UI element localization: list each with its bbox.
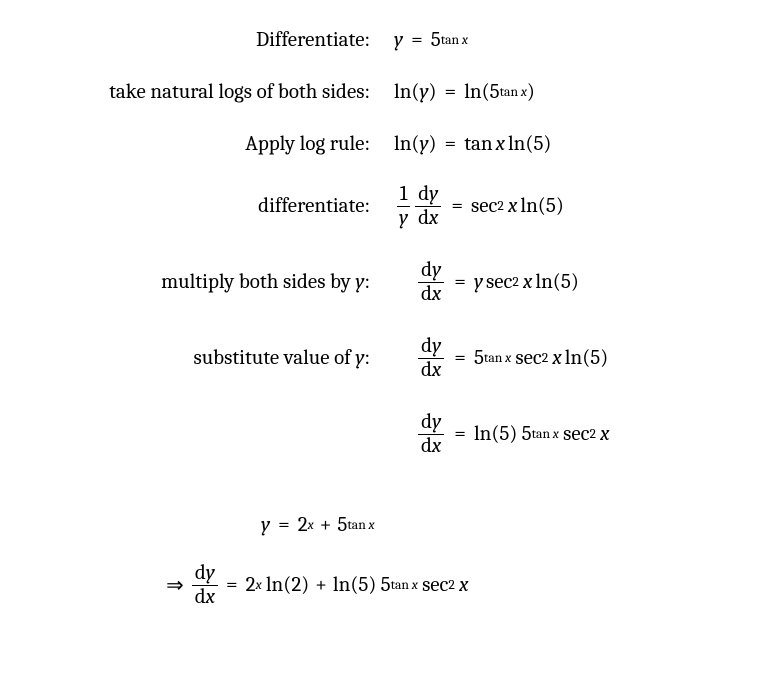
equals: = xyxy=(445,80,457,104)
equals: = xyxy=(451,194,463,218)
frac-dydx: dy dx xyxy=(418,336,444,381)
exp-tanx: tan x xyxy=(484,351,511,366)
step-5-label: multiply both sides by y: xyxy=(40,270,394,294)
equals: = xyxy=(454,270,466,294)
step-2: take natural logs of both sides: ln(y) =… xyxy=(40,72,740,112)
equals: = xyxy=(454,422,466,446)
exp-tanx: tan x xyxy=(347,518,374,533)
step-6-label: substitute value of y: xyxy=(40,346,394,370)
frac-dydx: dy dx xyxy=(418,412,444,457)
y-factor: y xyxy=(474,270,483,294)
final-line-1-math: y = 2x + 5tan x xyxy=(261,513,375,537)
step-2-label: take natural logs of both sides: xyxy=(40,80,394,104)
implies-icon: ⇒ xyxy=(166,573,184,598)
step-7: dy dx = ln(5) 5tan x sec2 x xyxy=(40,404,740,464)
step-2-math: ln(y) = ln(5tan x) xyxy=(394,80,535,104)
step-4-label: differentiate: xyxy=(40,194,394,218)
step-1: Differentiate: y = 5tan x xyxy=(40,20,740,60)
step-6-math: dy dx = 5tan x sec2 x ln(5) xyxy=(394,336,608,381)
exp-tanx: tan x xyxy=(500,85,527,100)
final-result: y = 2x + 5tan x ⇒ dy dx = 2x ln(2) + ln(… xyxy=(0,490,780,640)
exp-tanx: tan x xyxy=(532,427,559,442)
final-line-1: y = 2x + 5tan x xyxy=(40,500,740,550)
frac-dydx: dy dx xyxy=(418,260,444,305)
step-7-math: dy dx = ln(5) 5tan x sec2 x xyxy=(394,412,609,457)
step-6: substitute value of y: dy dx = 5tan x se… xyxy=(40,328,740,388)
step-3-label: Apply log rule: xyxy=(40,132,394,156)
var-y: y xyxy=(394,28,403,52)
step-3-math: ln(y) = tanx ln(5) xyxy=(394,132,551,156)
ln: ln xyxy=(394,80,411,104)
frac-1-y: 1 y xyxy=(396,184,411,229)
final-line-2: ⇒ dy dx = 2x ln(2) + ln(5) 5tan x sec2 x xyxy=(40,560,740,610)
step-3: Apply log rule: ln(y) = tanx ln(5) xyxy=(40,124,740,164)
base-5: 5 xyxy=(431,28,441,52)
exp-tanx: tan x xyxy=(391,578,418,593)
frac-dydx: dy dx xyxy=(192,563,218,608)
step-4: differentiate: 1 y dy dx = sec2 x ln(5) xyxy=(40,176,740,236)
equals: = xyxy=(454,346,466,370)
exp-tanx: tan x xyxy=(441,33,468,48)
sec-fn: sec xyxy=(471,194,497,218)
step-5: multiply both sides by y: dy dx = y sec2… xyxy=(40,252,740,312)
step-5-math: dy dx = y sec2 x ln(5) xyxy=(394,260,579,305)
tan-fn: tan xyxy=(464,132,492,156)
final-line-2-math: = 2x ln(2) + ln(5) 5tan x sec2 x xyxy=(226,573,468,597)
ln-r: ln xyxy=(464,80,481,104)
equals: = xyxy=(411,28,423,52)
derivation-steps: Differentiate: y = 5tan x take natural l… xyxy=(0,0,780,490)
step-1-label: Differentiate: xyxy=(40,28,394,52)
step-1-math: y = 5tan x xyxy=(394,28,468,52)
frac-dydx: dy dx xyxy=(415,184,441,229)
step-4-math: 1 y dy dx = sec2 x ln(5) xyxy=(394,184,564,229)
equals: = xyxy=(445,132,457,156)
